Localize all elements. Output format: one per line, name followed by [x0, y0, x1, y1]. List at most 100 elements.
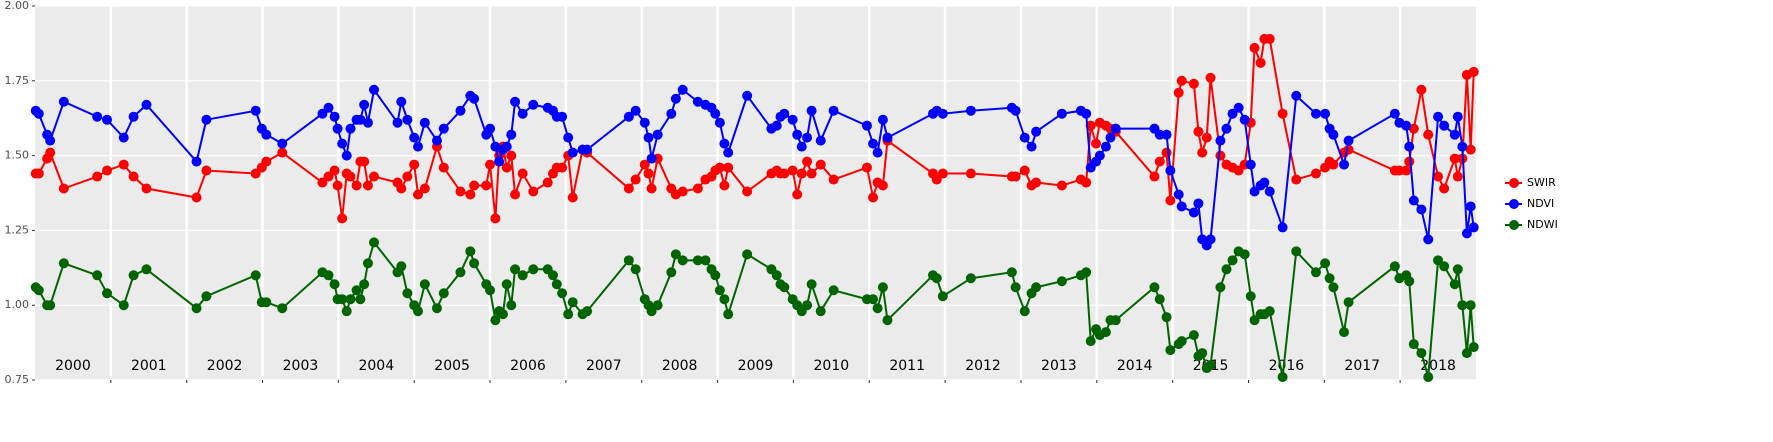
point	[1031, 126, 1042, 137]
point	[779, 168, 790, 179]
point	[1010, 105, 1021, 116]
point	[1457, 300, 1468, 311]
point	[802, 132, 813, 143]
point	[1324, 273, 1335, 284]
point	[1416, 204, 1427, 215]
point	[510, 264, 521, 275]
point	[742, 90, 753, 101]
point	[419, 279, 430, 290]
point	[1277, 108, 1288, 119]
year-label: 2013	[1041, 358, 1077, 374]
point	[779, 282, 790, 293]
point	[1176, 201, 1187, 212]
point	[1320, 258, 1331, 269]
point	[1245, 291, 1256, 302]
point	[630, 174, 641, 185]
point	[719, 294, 730, 305]
point	[485, 285, 496, 296]
point	[1010, 282, 1021, 293]
point	[567, 147, 578, 158]
point	[1056, 276, 1067, 287]
point	[506, 300, 517, 311]
point	[438, 162, 449, 173]
point	[102, 288, 113, 299]
point	[719, 180, 730, 191]
point	[882, 315, 893, 326]
point	[419, 183, 430, 194]
point	[771, 270, 782, 281]
point	[670, 249, 681, 260]
point	[1404, 276, 1415, 287]
point	[677, 255, 688, 266]
point	[510, 96, 521, 107]
point	[868, 192, 879, 203]
point	[1433, 171, 1444, 182]
point	[141, 264, 152, 275]
legend-label: NDVI	[1527, 197, 1554, 210]
point	[1019, 306, 1030, 317]
point	[128, 111, 139, 122]
year-label: 2005	[434, 358, 470, 374]
point	[567, 297, 578, 308]
point	[250, 105, 261, 116]
point	[567, 192, 578, 203]
point	[1215, 135, 1226, 146]
point	[485, 123, 496, 134]
point	[490, 141, 501, 152]
year-label: 2002	[207, 358, 243, 374]
point	[58, 96, 69, 107]
point	[465, 189, 476, 200]
point	[1408, 195, 1419, 206]
point	[191, 303, 202, 314]
point	[517, 168, 528, 179]
point	[639, 159, 650, 170]
point	[1255, 57, 1266, 68]
point	[337, 138, 348, 149]
point	[1439, 183, 1450, 194]
point	[1433, 111, 1444, 122]
point	[1173, 189, 1184, 200]
point	[965, 168, 976, 179]
point	[277, 147, 288, 158]
point	[1233, 102, 1244, 113]
point	[692, 183, 703, 194]
point	[438, 288, 449, 299]
point	[359, 156, 370, 167]
point	[118, 159, 129, 170]
point	[1201, 132, 1212, 143]
point	[1221, 264, 1232, 275]
point	[677, 186, 688, 197]
point	[1031, 177, 1042, 188]
point	[868, 138, 879, 149]
point	[261, 129, 272, 140]
point	[469, 93, 480, 104]
point	[542, 177, 553, 188]
point	[1081, 177, 1092, 188]
point	[1081, 108, 1092, 119]
point	[1193, 126, 1204, 137]
legend-label: NDWI	[1527, 218, 1558, 231]
point	[465, 246, 476, 257]
y-tick-label: 2.00	[5, 0, 30, 12]
point	[1416, 348, 1427, 359]
point	[937, 168, 948, 179]
point	[1197, 147, 1208, 158]
point	[563, 309, 574, 320]
point	[1110, 315, 1121, 326]
point	[1239, 249, 1250, 260]
point	[362, 258, 373, 269]
point	[1457, 141, 1468, 152]
point	[45, 147, 56, 158]
point	[1310, 108, 1321, 119]
point	[1161, 312, 1172, 323]
point	[872, 147, 883, 158]
point	[510, 189, 521, 200]
point	[646, 183, 657, 194]
point	[1468, 342, 1479, 353]
point	[582, 144, 593, 155]
year-label: 2006	[510, 358, 546, 374]
point	[1173, 87, 1184, 98]
point	[779, 108, 790, 119]
point	[1404, 141, 1415, 152]
point	[1328, 129, 1339, 140]
